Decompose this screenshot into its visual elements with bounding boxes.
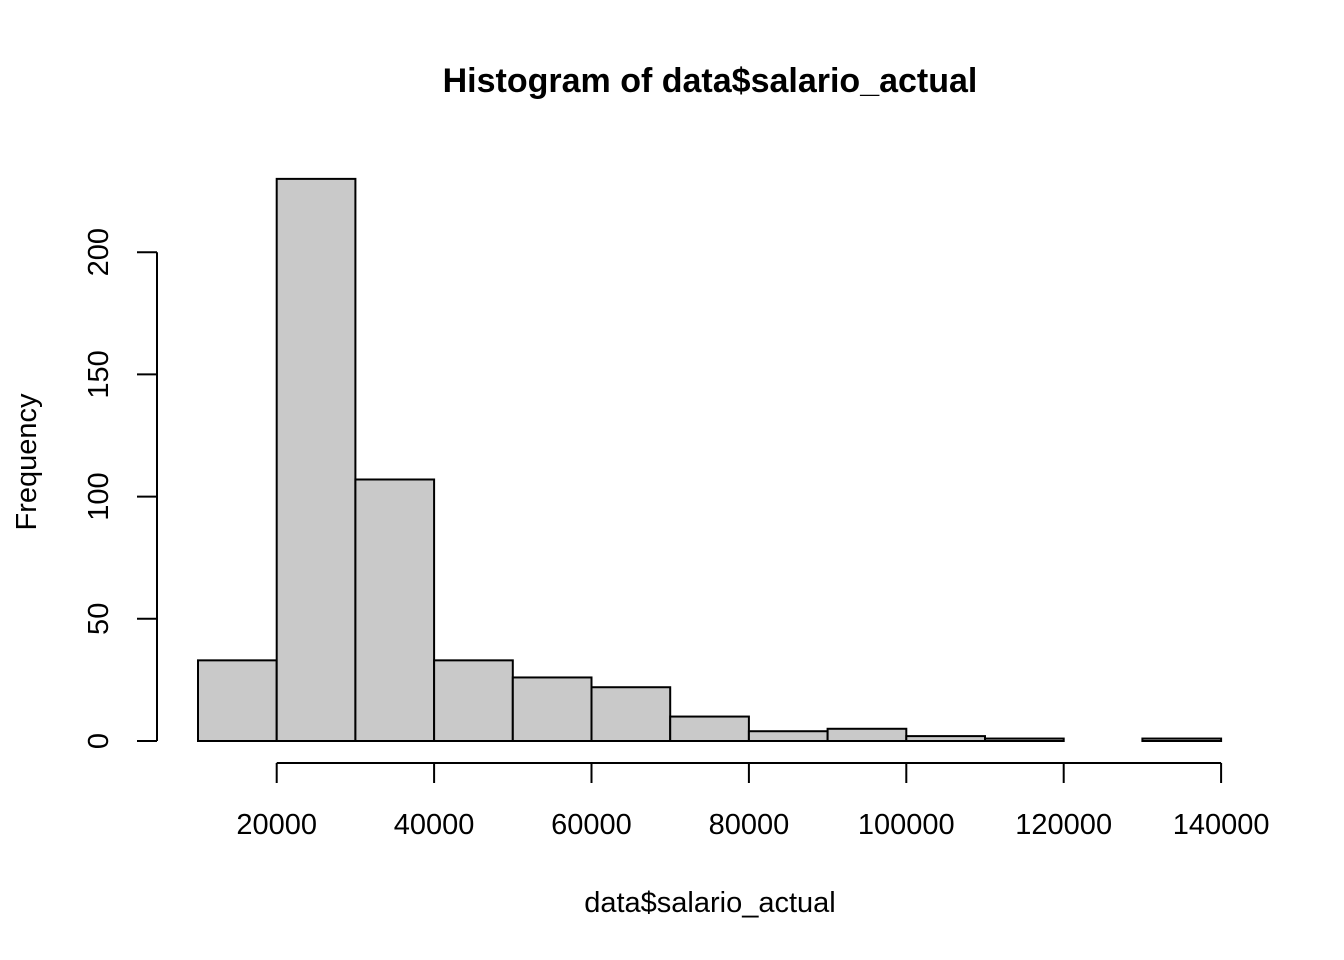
histogram-bar bbox=[197, 659, 278, 743]
y-tick-label: 100 bbox=[83, 472, 115, 520]
x-axis: 20000 40000 60000 80000 100000 120000 140000 bbox=[236, 762, 1270, 841]
x-tick-label: 80000 bbox=[709, 809, 790, 841]
y-tick-label: 50 bbox=[83, 603, 115, 635]
x-tick-label: 60000 bbox=[551, 809, 632, 841]
x-tick-label: 120000 bbox=[1015, 809, 1112, 841]
x-tick-label: 140000 bbox=[1173, 809, 1270, 841]
histogram-bar bbox=[984, 737, 1065, 743]
histogram-bar bbox=[590, 686, 672, 742]
chart-title: Histogram of data$salario_actual bbox=[443, 62, 978, 100]
x-tick-label: 100000 bbox=[858, 809, 955, 841]
histogram-bar bbox=[669, 715, 750, 742]
histogram-bar bbox=[275, 177, 357, 742]
histogram-bar bbox=[511, 676, 593, 742]
histogram-bar bbox=[433, 659, 514, 743]
histogram-bar bbox=[747, 730, 829, 742]
y-tick-label: 150 bbox=[83, 350, 115, 398]
y-tick-label: 200 bbox=[83, 228, 115, 276]
histogram-bar bbox=[1141, 737, 1223, 743]
x-tick-label: 20000 bbox=[236, 809, 317, 841]
y-axis: 0 50 100 150 200 bbox=[83, 228, 158, 749]
x-tick-label: 40000 bbox=[394, 809, 475, 841]
bars-group bbox=[197, 177, 1223, 743]
histogram-bar bbox=[905, 735, 986, 742]
y-axis-label: Frequency bbox=[11, 393, 43, 531]
y-tick-label: 0 bbox=[83, 733, 115, 749]
histogram-bar bbox=[826, 727, 908, 743]
histogram-bar bbox=[354, 478, 436, 742]
x-axis-label: data$salario_actual bbox=[584, 887, 836, 919]
